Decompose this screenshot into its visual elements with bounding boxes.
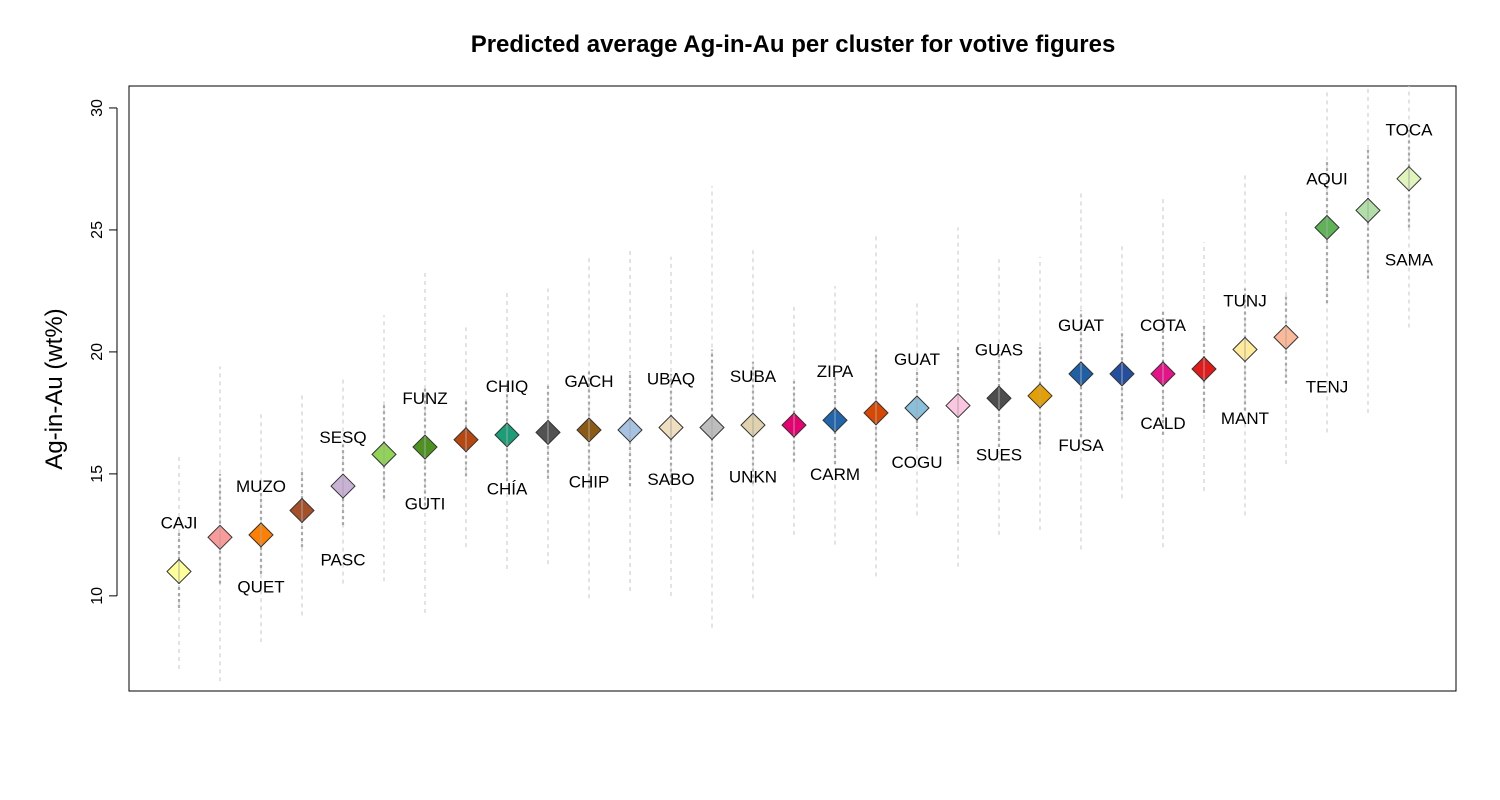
- point-label: SAMA: [1385, 250, 1434, 269]
- point-label: CAJI: [161, 513, 198, 532]
- point-label: TUNJ: [1223, 291, 1266, 310]
- point-label: SUBA: [730, 367, 777, 386]
- point-label: TOCA: [1386, 121, 1434, 140]
- point-label: COGU: [892, 453, 943, 472]
- point-label: FUSA: [1058, 436, 1104, 455]
- point-label: GUAT: [1058, 316, 1104, 335]
- point-label: GUAT: [894, 350, 940, 369]
- point-label: COTA: [1140, 316, 1187, 335]
- point-label: PASC: [320, 550, 365, 569]
- plot-frame: [128, 85, 1457, 692]
- point-label: MANT: [1221, 409, 1269, 428]
- point-label: CARM: [810, 465, 860, 484]
- interval-layer: [177, 86, 1411, 682]
- point-label: SESQ: [319, 428, 366, 447]
- y-tick-label: 15: [89, 465, 106, 483]
- point-label: FUNZ: [402, 389, 447, 408]
- point-label: TENJ: [1306, 377, 1349, 396]
- label-layer: CAJI QUET MUZO PASC SESQ GUTI FUNZ CHÍA CHIQ CHIP…: [161, 121, 1434, 597]
- point-label: ZIPA: [817, 362, 854, 381]
- point-label: SUES: [976, 446, 1022, 465]
- point-label: GUAS: [975, 340, 1023, 359]
- point-label: CHIP: [569, 472, 610, 491]
- y-tick-label: 25: [89, 221, 106, 239]
- point-label: UBAQ: [647, 370, 695, 389]
- point-label: UNKN: [729, 468, 777, 487]
- point-label: CHÍA: [487, 480, 528, 499]
- chart-title: Predicted average Ag-in-Au per cluster f…: [471, 31, 1116, 58]
- y-tick-label: 20: [89, 343, 106, 361]
- point-label: SABO: [647, 470, 694, 489]
- point-label: MUZO: [236, 477, 286, 496]
- point-label: GACH: [564, 372, 613, 391]
- point-label: QUET: [237, 577, 284, 596]
- point-label: GUTI: [405, 494, 446, 513]
- y-tick-label: 10: [89, 587, 106, 605]
- point-layer: [166, 165, 1422, 585]
- point-label: CALD: [1140, 414, 1185, 433]
- y-axis: 10 15 20 25 30: [89, 99, 118, 605]
- y-tick-label: 30: [89, 99, 106, 117]
- point-label: AQUI: [1306, 169, 1348, 188]
- y-axis-label: Ag-in-Au (wt%): [41, 308, 68, 469]
- point-label: CHIQ: [486, 377, 529, 396]
